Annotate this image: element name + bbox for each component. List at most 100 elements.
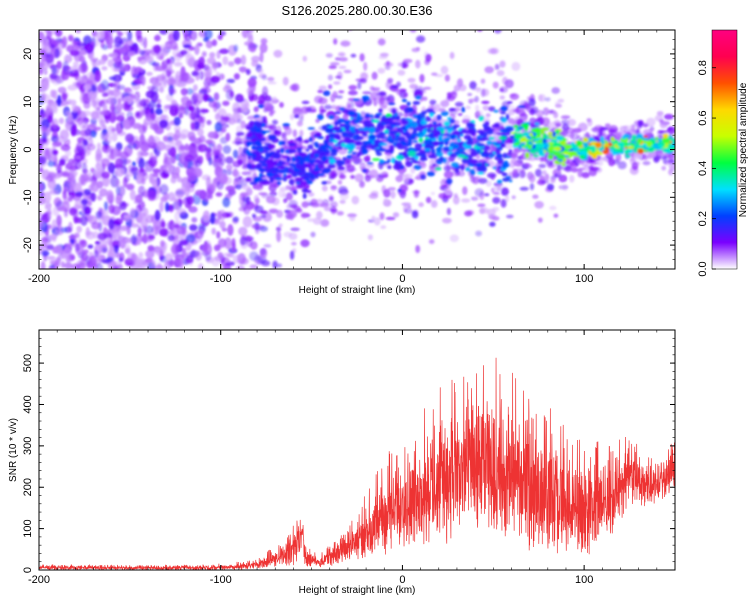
heatmap-cell [260,163,269,167]
heatmap-cell [506,214,514,219]
heatmap-cell [590,166,600,172]
heatmap-cell [317,113,324,121]
heatmap-cell [449,146,453,151]
heatmap-cell [268,110,274,117]
heatmap-cell [582,137,589,143]
heatmap-cell [124,101,129,109]
heatmap-cell [322,90,331,97]
heatmap-cell [259,42,268,54]
heatmap-cell [90,117,97,125]
heatmap-cell [127,30,133,41]
heatmap-cell [552,131,556,138]
heatmap-cell [362,133,368,137]
heatmap-cell [262,212,273,223]
heatmap-cell [346,101,352,111]
heatmap-cell [291,156,296,163]
heatmap-cell [251,93,259,102]
heatmap-cell [295,163,302,170]
x-tick-label: -100 [210,574,232,586]
heatmap-cell [88,90,98,100]
heatmap-cell [75,243,84,256]
heatmap-cell [261,74,268,81]
heatmap-cell [494,184,501,192]
heatmap-cell [646,117,656,127]
heatmap-cell [354,173,364,183]
heatmap-cell [395,115,401,121]
heatmap-cell [338,129,343,134]
heatmap-cell [419,73,425,83]
heatmap-cell [53,245,63,254]
heatmap-cell [342,156,347,162]
heatmap-cell [296,184,305,189]
heatmap-cell [469,81,477,90]
heatmap-cell [74,160,82,170]
heatmap-cell [281,132,287,140]
heatmap-cell [642,129,652,135]
heatmap-cell [51,237,57,242]
heatmap-cell [359,161,366,171]
heatmap-cell [223,252,232,257]
heatmap-cell [49,120,56,129]
heatmap-cell [394,162,403,166]
heatmap-cell [401,98,407,103]
heatmap-cell [505,104,516,113]
heatmap-cell [444,74,450,82]
heatmap-cell [96,263,104,269]
heatmap-cell [403,208,413,214]
heatmap-cell [90,167,96,174]
heatmap-cell [553,146,562,151]
heatmap-cell [234,57,242,65]
heatmap-cell [411,47,420,53]
heatmap-cell [508,149,513,153]
heatmap-cell [138,200,146,212]
heatmap-cell [553,119,561,126]
heatmap-cell [490,47,499,55]
heatmap-cell [320,219,330,227]
heatmap-cell [184,154,195,163]
heatmap-cell [352,155,361,165]
heatmap-cell [383,96,391,101]
heatmap-cell [381,132,387,135]
heatmap-cell [630,141,636,144]
heatmap-cell [101,55,109,60]
heatmap-cell [492,81,499,89]
heatmap-cell [159,119,169,129]
heatmap-cell [49,260,60,265]
heatmap-cell [226,164,233,171]
heatmap-cell [453,84,461,92]
heatmap-cell [443,165,451,172]
heatmap-cell [40,93,51,104]
heatmap-cell [64,149,71,157]
heatmap-cell [497,160,504,164]
heatmap-cell [303,173,309,179]
heatmap-cell [414,86,425,93]
heatmap-cell [222,100,230,107]
heatmap-cell [627,145,634,149]
heatmap-cell [492,197,501,204]
heatmap-cell [554,101,560,107]
heatmap-cell [668,162,675,171]
heatmap-cell [503,160,509,166]
heatmap-cell [437,136,443,141]
heatmap-cell [49,264,55,269]
heatmap-cell [167,230,176,235]
heatmap-cell [282,76,289,86]
heatmap-cell [95,211,103,219]
heatmap-cell [460,128,467,132]
heatmap-cell [288,142,296,147]
heatmap-cell [267,76,275,82]
heatmap-cell [557,98,565,103]
heatmap-cell [405,113,413,117]
heatmap-cell [299,180,308,186]
heatmap-cell [407,77,416,83]
colorbar-label: Normalized spectral amplitude [738,82,749,217]
heatmap-cell [385,113,393,118]
heatmap-cell [81,162,88,174]
heatmap-cell [413,190,419,198]
heatmap-cell [221,123,230,129]
heatmap-cell [95,240,101,245]
heatmap-cell [43,191,52,204]
heatmap-cell [327,74,333,81]
heatmap-cell [79,55,86,63]
